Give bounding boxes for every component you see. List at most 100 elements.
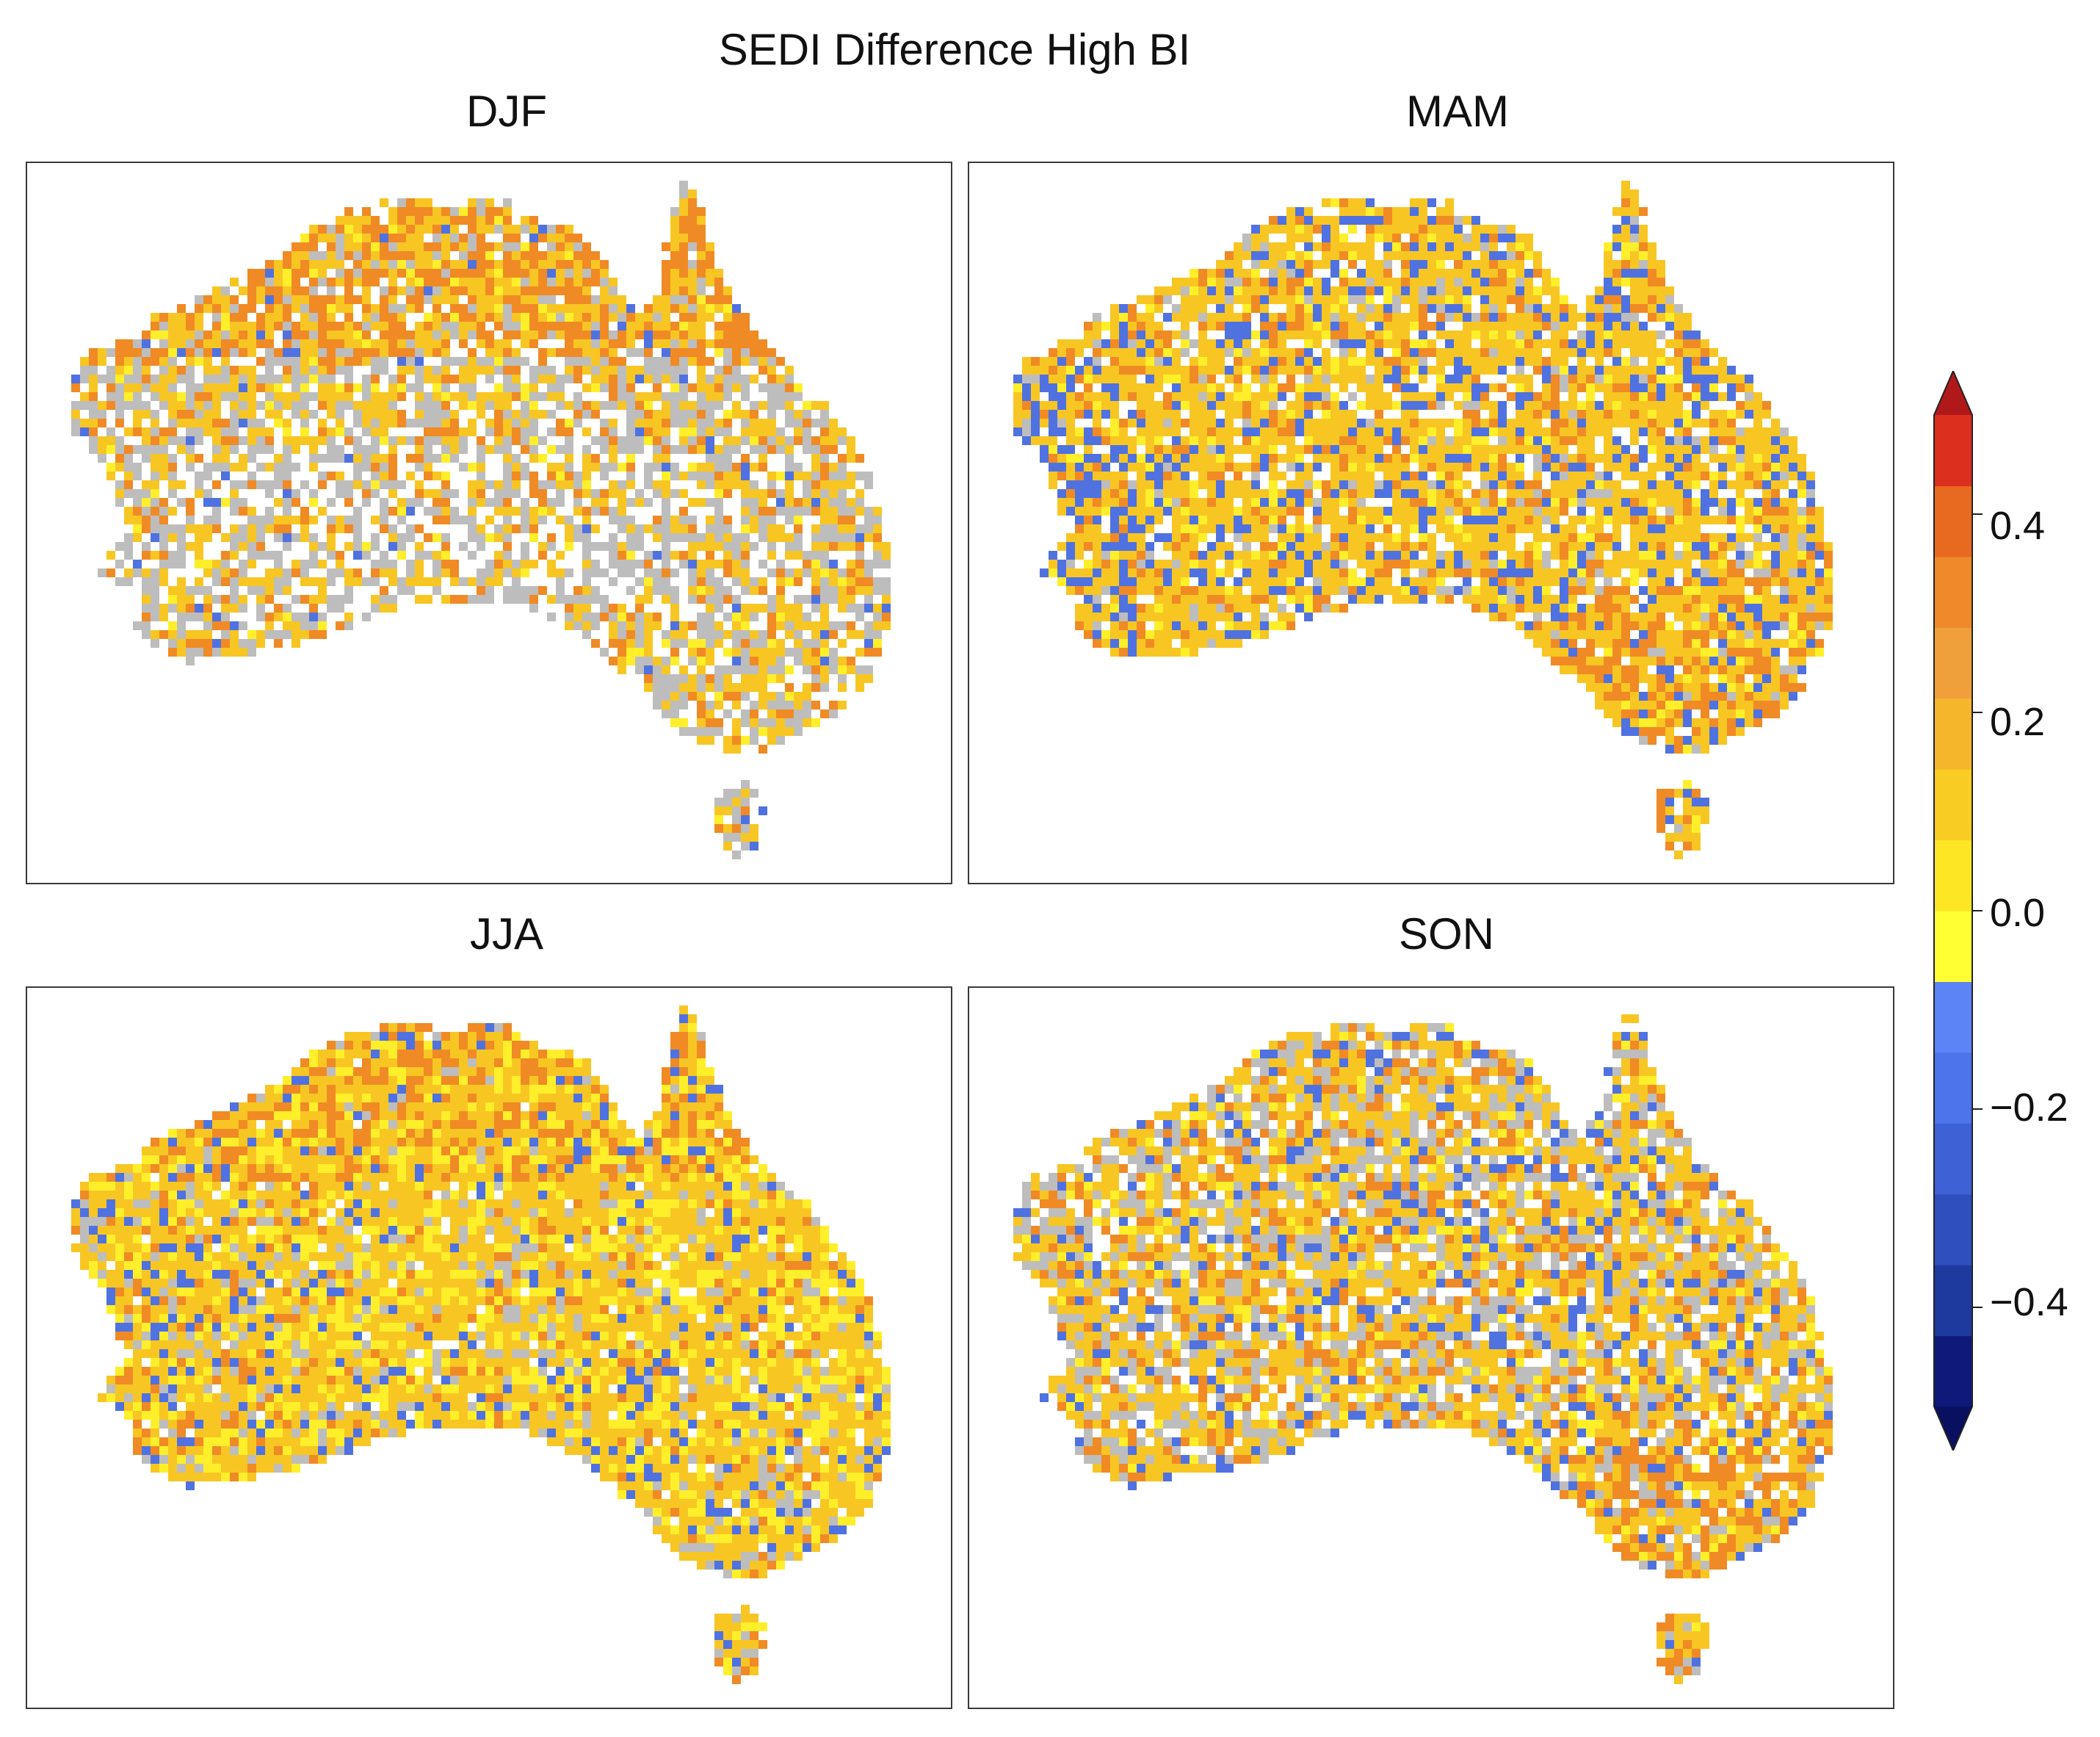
map-cell [1313, 366, 1322, 375]
map-cell [353, 225, 362, 234]
map-cell [1480, 366, 1489, 375]
map-cell [1445, 242, 1454, 251]
map-cell [397, 251, 406, 260]
map-cell [1145, 357, 1154, 366]
map-cell [1066, 383, 1075, 392]
map-cell [732, 560, 741, 568]
map-cell [1674, 427, 1683, 436]
map-cell [1075, 339, 1084, 348]
map-cell [662, 551, 670, 560]
map-cell [1066, 480, 1075, 489]
map-cell [1401, 207, 1410, 216]
map-cell [450, 260, 459, 269]
map-cell [212, 295, 221, 304]
map-cell [1057, 472, 1066, 480]
map-cell [1727, 410, 1736, 419]
map-cell [344, 436, 353, 445]
map-cell [142, 604, 151, 613]
map-cell [653, 331, 662, 339]
map-cell [265, 621, 274, 630]
map-cell [327, 472, 336, 480]
map-cell [1392, 313, 1401, 322]
map-cell [441, 348, 450, 357]
map-cell [662, 375, 670, 383]
map-cell [212, 621, 221, 630]
map-cell [512, 472, 521, 480]
map-cell [1330, 216, 1339, 225]
map-cell [89, 383, 98, 392]
map-cell [803, 701, 811, 709]
map-cell [820, 533, 829, 542]
map-cell [723, 295, 732, 304]
map-cell [450, 410, 459, 419]
map-cell [124, 348, 133, 357]
map-cell [1648, 286, 1657, 295]
map-cell [1119, 331, 1128, 339]
map-cell [151, 516, 159, 524]
map-cell [1366, 419, 1375, 427]
map-cell [1286, 278, 1295, 286]
map-cell [203, 331, 212, 339]
map-cell [115, 454, 124, 463]
map-cell [1445, 445, 1454, 454]
map-cell [1137, 383, 1145, 392]
map-cell [1639, 366, 1648, 375]
map-cell [1489, 286, 1498, 295]
map-cell [618, 657, 626, 665]
map-cell [767, 445, 776, 454]
map-cell [1489, 313, 1498, 322]
map-cell [1348, 357, 1357, 366]
map-cell [1366, 225, 1375, 234]
map-cell [1260, 260, 1269, 269]
map-cell [1806, 472, 1815, 480]
map-cell [195, 577, 203, 586]
map-cell [732, 375, 741, 383]
map-cell [714, 595, 723, 604]
map-cell [1419, 313, 1427, 322]
map-cell [1242, 436, 1251, 445]
map-cell [1533, 410, 1542, 419]
map-cell [380, 586, 388, 595]
map-cell [397, 383, 406, 392]
map-cell [195, 348, 203, 357]
map-cell [820, 472, 829, 480]
map-cell [1427, 295, 1436, 304]
map-cell [195, 322, 203, 331]
map-cell [706, 251, 714, 260]
map-cell [873, 577, 882, 586]
map-cell [371, 472, 380, 480]
map-cell [1516, 410, 1524, 419]
map-cell [1419, 269, 1427, 278]
map-cell [485, 586, 494, 595]
map-cell [573, 313, 582, 322]
map-cell [1621, 410, 1630, 419]
map-cell [758, 498, 767, 507]
map-cell [1137, 454, 1145, 463]
map-cell [115, 383, 124, 392]
map-cell [873, 621, 882, 630]
map-cell [283, 542, 292, 551]
map-cell [256, 383, 265, 392]
map-cell [353, 507, 362, 516]
map-cell [115, 498, 124, 507]
map-cell [353, 331, 362, 339]
map-cell [829, 568, 838, 577]
map-cell [538, 375, 547, 383]
map-cell [1198, 269, 1207, 278]
map-cell [1507, 472, 1516, 480]
map-cell [1075, 463, 1084, 472]
map-cell [503, 234, 512, 242]
map-cell [1013, 383, 1022, 392]
map-cell [706, 516, 714, 524]
map-cell [1295, 357, 1304, 366]
map-cell [300, 436, 309, 445]
map-cell [318, 366, 327, 375]
map-cell [582, 524, 591, 533]
map-cell [538, 331, 547, 339]
map-cell [767, 516, 776, 524]
map-cell [697, 709, 706, 718]
map-cell [1454, 445, 1463, 454]
map-cell [318, 357, 327, 366]
map-cell [1198, 436, 1207, 445]
map-cell [1436, 225, 1445, 234]
